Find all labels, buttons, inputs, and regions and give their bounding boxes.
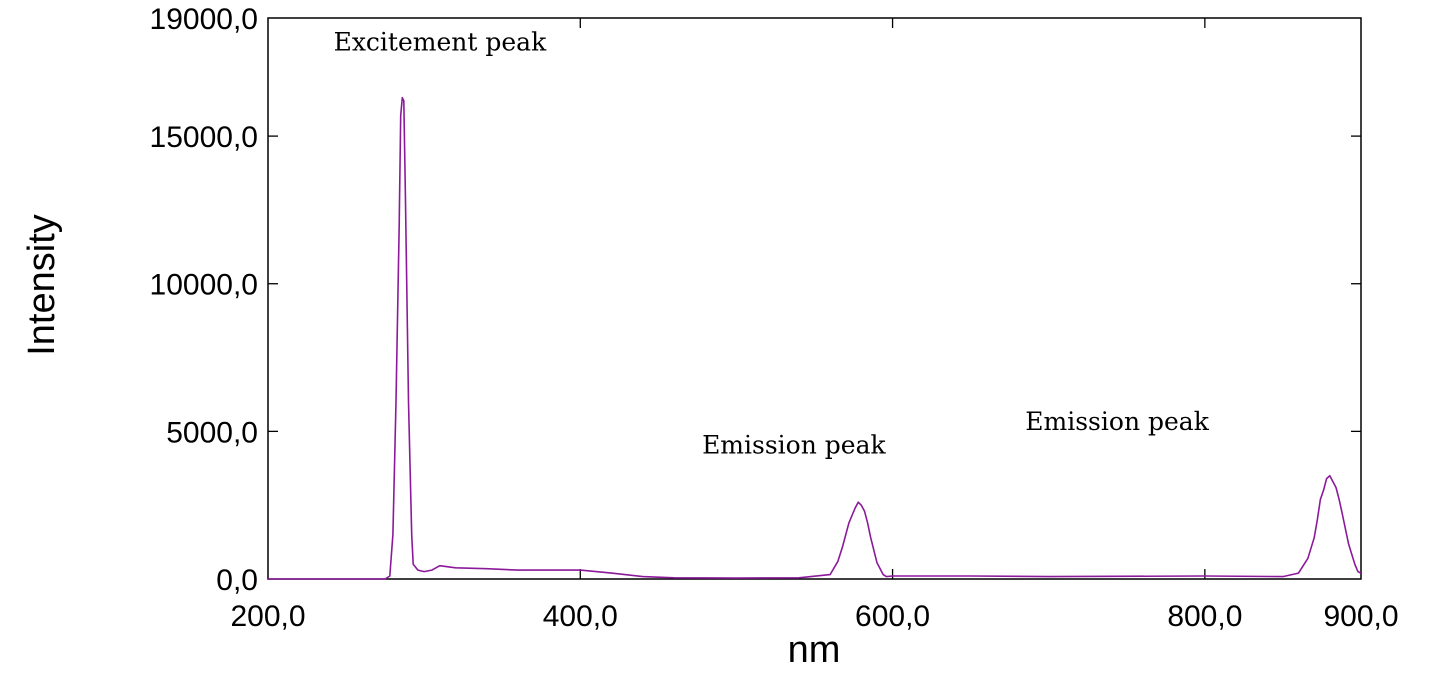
y-tick-label: 5000,0 [166,416,258,449]
series-layer [268,96,1362,580]
x-tick-label: 200,0 [230,600,305,633]
y-tick-label: 0,0 [216,564,258,597]
annotation-label: Emission peak [702,431,886,460]
annotations: Excitement peak Emission peak Emission pea… [334,27,1210,459]
y-tick-label: 15000,0 [150,121,258,154]
series-line-0 [268,96,1362,580]
axis-tick-labels: 200,0 400,0 600,0 800,0 900,0 0,0 5000,0 10000,… [150,3,1399,633]
x-tick-label: 800,0 [1167,600,1242,633]
x-tick-label: 900,0 [1323,600,1398,633]
x-tick-label: 400,0 [543,600,618,633]
x-tick-label: 600,0 [855,600,930,633]
plot-frame [267,17,1362,580]
y-tick-label: 10000,0 [150,269,258,302]
annotation-label: Excitement peak [334,27,547,56]
annotation-label: Emission peak [1025,407,1209,436]
x-axis-title: nm [788,629,841,671]
axis-ticks [268,18,1361,579]
y-axis-title: Intensity [21,214,63,356]
y-tick-label: 19000,0 [150,3,258,36]
